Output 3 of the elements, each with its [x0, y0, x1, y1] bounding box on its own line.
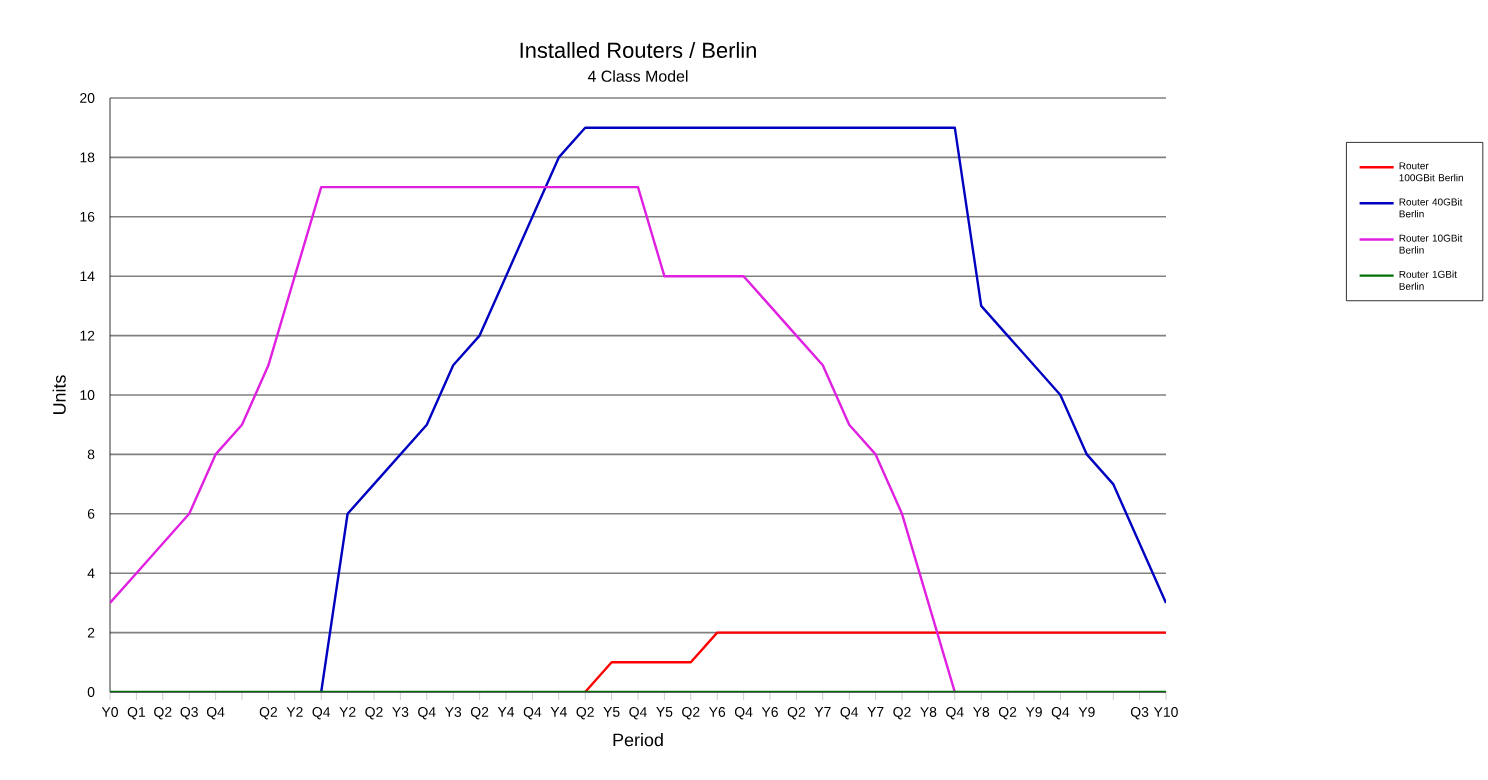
y-axis-title: Units	[52, 375, 66, 415]
x-axis-title: Period	[613, 733, 663, 747]
chart-title: Installed Routers / Berlin	[520, 41, 756, 59]
